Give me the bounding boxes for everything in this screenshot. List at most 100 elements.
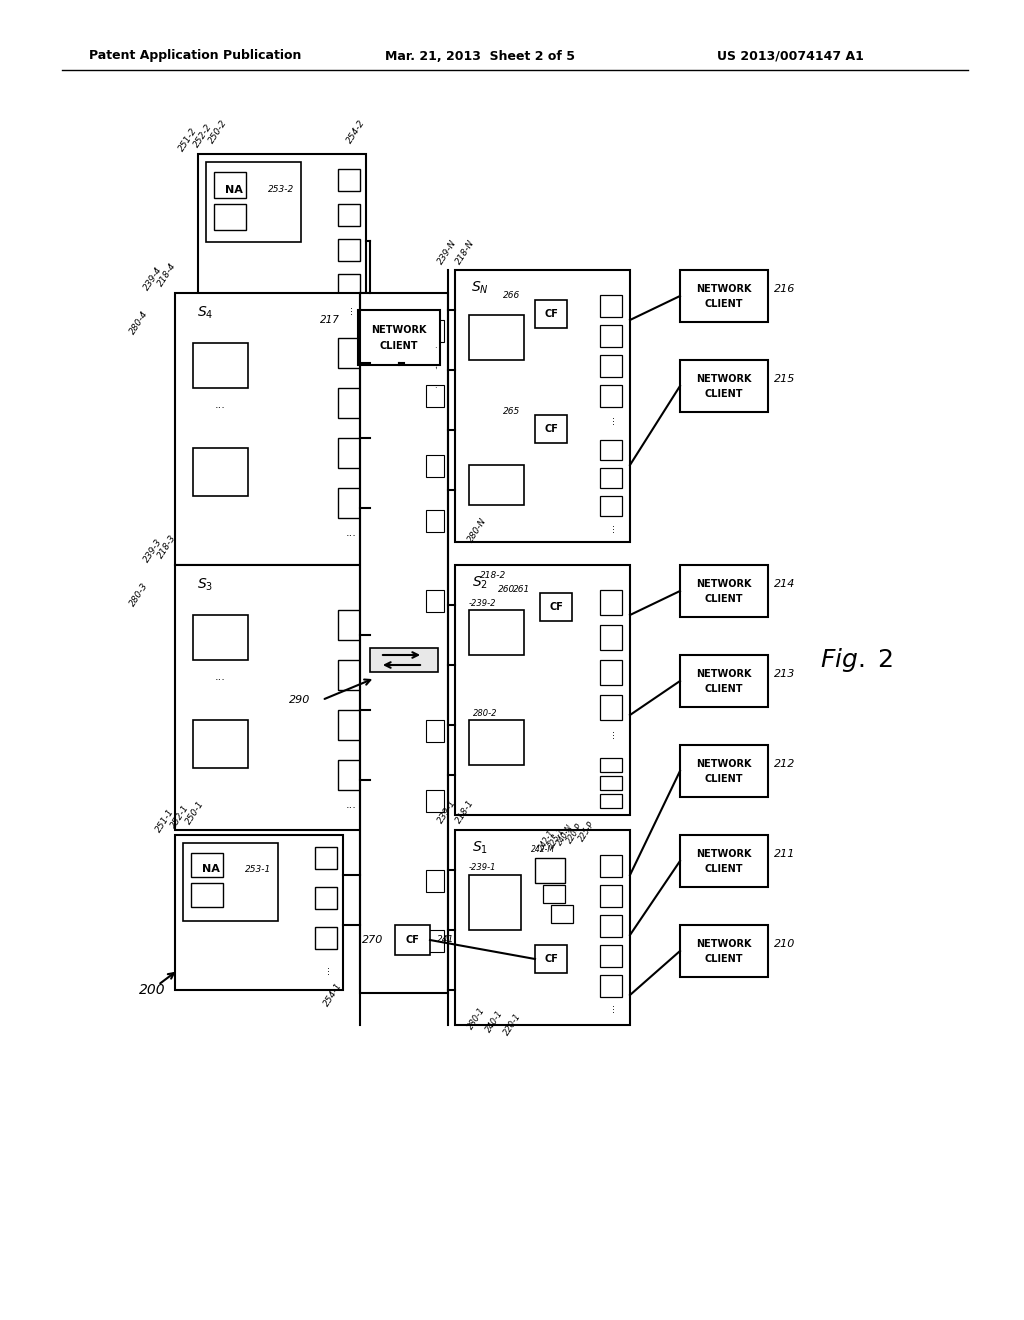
Text: 290: 290 — [289, 696, 310, 705]
Bar — [455, 830, 630, 1026]
Text: $S_2$: $S_2$ — [472, 574, 488, 591]
Text: ...: ... — [344, 305, 354, 314]
Bar — [338, 660, 362, 690]
Bar — [206, 162, 301, 242]
Bar — [183, 843, 278, 921]
Bar — [600, 325, 622, 347]
Bar — [426, 789, 444, 812]
Text: $S_N$: $S_N$ — [471, 280, 488, 296]
Bar — [315, 887, 337, 909]
Bar — [600, 440, 622, 459]
Text: CLIENT: CLIENT — [705, 300, 743, 309]
Bar — [600, 758, 622, 772]
Text: CF: CF — [544, 954, 558, 964]
Text: .: . — [434, 360, 436, 370]
Bar — [680, 360, 768, 412]
Bar — [600, 496, 622, 516]
Text: ...: ... — [606, 524, 616, 532]
Text: -239-2: -239-2 — [469, 598, 497, 607]
Bar — [680, 655, 768, 708]
Text: 270: 270 — [362, 935, 384, 945]
Text: CLIENT: CLIENT — [705, 954, 743, 964]
Bar — [426, 455, 444, 477]
Bar — [426, 319, 444, 342]
Bar — [338, 760, 362, 789]
Text: NETWORK: NETWORK — [696, 939, 752, 949]
Bar — [315, 847, 337, 869]
Text: 254-1: 254-1 — [323, 982, 344, 1008]
Text: 266: 266 — [503, 292, 520, 301]
Bar — [455, 565, 630, 814]
Text: Patent Application Publication: Patent Application Publication — [89, 49, 301, 62]
Bar — [370, 648, 438, 672]
Text: 252-1: 252-1 — [169, 804, 190, 830]
Text: CF: CF — [549, 602, 563, 612]
Text: ...: ... — [345, 800, 356, 810]
Bar — [469, 719, 524, 766]
Bar — [600, 884, 622, 907]
Text: -239-1: -239-1 — [469, 863, 497, 873]
Text: NETWORK: NETWORK — [372, 325, 427, 335]
Text: CF: CF — [544, 424, 558, 434]
Text: US 2013/0074147 A1: US 2013/0074147 A1 — [717, 49, 863, 62]
Text: 213: 213 — [774, 669, 796, 678]
Text: 220-1: 220-1 — [503, 1011, 523, 1036]
Bar — [600, 355, 622, 378]
Text: 239-4: 239-4 — [142, 265, 164, 293]
Text: ...: ... — [345, 528, 356, 539]
Text: ...: ... — [606, 1003, 616, 1012]
Text: 242-1: 242-1 — [538, 828, 557, 851]
Text: ...: ... — [321, 965, 331, 974]
Bar — [193, 615, 248, 660]
Text: 218-3: 218-3 — [156, 533, 178, 561]
Bar — [426, 590, 444, 612]
Bar — [680, 925, 768, 977]
Text: 239-N: 239-N — [436, 238, 458, 265]
Bar — [338, 438, 362, 469]
Bar — [600, 624, 622, 649]
Text: 218-2: 218-2 — [480, 572, 506, 581]
Text: CLIENT: CLIENT — [705, 865, 743, 874]
Text: NETWORK: NETWORK — [696, 579, 752, 589]
Bar — [426, 719, 444, 742]
Bar — [338, 710, 362, 741]
Bar — [680, 271, 768, 322]
Text: 253-2: 253-2 — [268, 186, 294, 194]
Bar — [680, 836, 768, 887]
Bar — [680, 565, 768, 616]
Bar — [600, 915, 622, 937]
Text: CF: CF — [544, 309, 558, 319]
Text: 254-2: 254-2 — [345, 119, 367, 145]
Bar — [338, 338, 362, 368]
Bar — [469, 875, 521, 931]
Text: 212: 212 — [774, 759, 796, 770]
Bar — [175, 565, 370, 830]
Bar — [551, 906, 573, 923]
Text: .: . — [434, 380, 436, 389]
Text: 241: 241 — [437, 936, 455, 945]
Text: 240-1: 240-1 — [484, 1008, 506, 1034]
Text: 214: 214 — [774, 579, 796, 589]
Bar — [535, 414, 567, 444]
Text: Mar. 21, 2013  Sheet 2 of 5: Mar. 21, 2013 Sheet 2 of 5 — [385, 49, 575, 62]
Text: 252-2: 252-2 — [193, 123, 214, 149]
Text: 239-3: 239-3 — [142, 537, 164, 565]
Text: 200: 200 — [138, 983, 165, 997]
Bar — [600, 590, 622, 615]
Bar — [191, 853, 223, 876]
Bar — [198, 154, 366, 329]
Bar — [426, 510, 444, 532]
Bar — [358, 310, 440, 366]
Bar — [338, 275, 360, 296]
Bar — [426, 931, 444, 952]
Bar — [455, 271, 630, 543]
Text: 220-P: 220-P — [565, 821, 585, 845]
Text: CLIENT: CLIENT — [705, 594, 743, 605]
Text: NETWORK: NETWORK — [696, 669, 752, 678]
Text: 251-2: 251-2 — [177, 127, 199, 153]
Text: 280-2: 280-2 — [473, 709, 498, 718]
Bar — [680, 744, 768, 797]
Text: ...: ... — [430, 362, 439, 368]
Text: CLIENT: CLIENT — [705, 684, 743, 694]
Bar — [426, 870, 444, 892]
